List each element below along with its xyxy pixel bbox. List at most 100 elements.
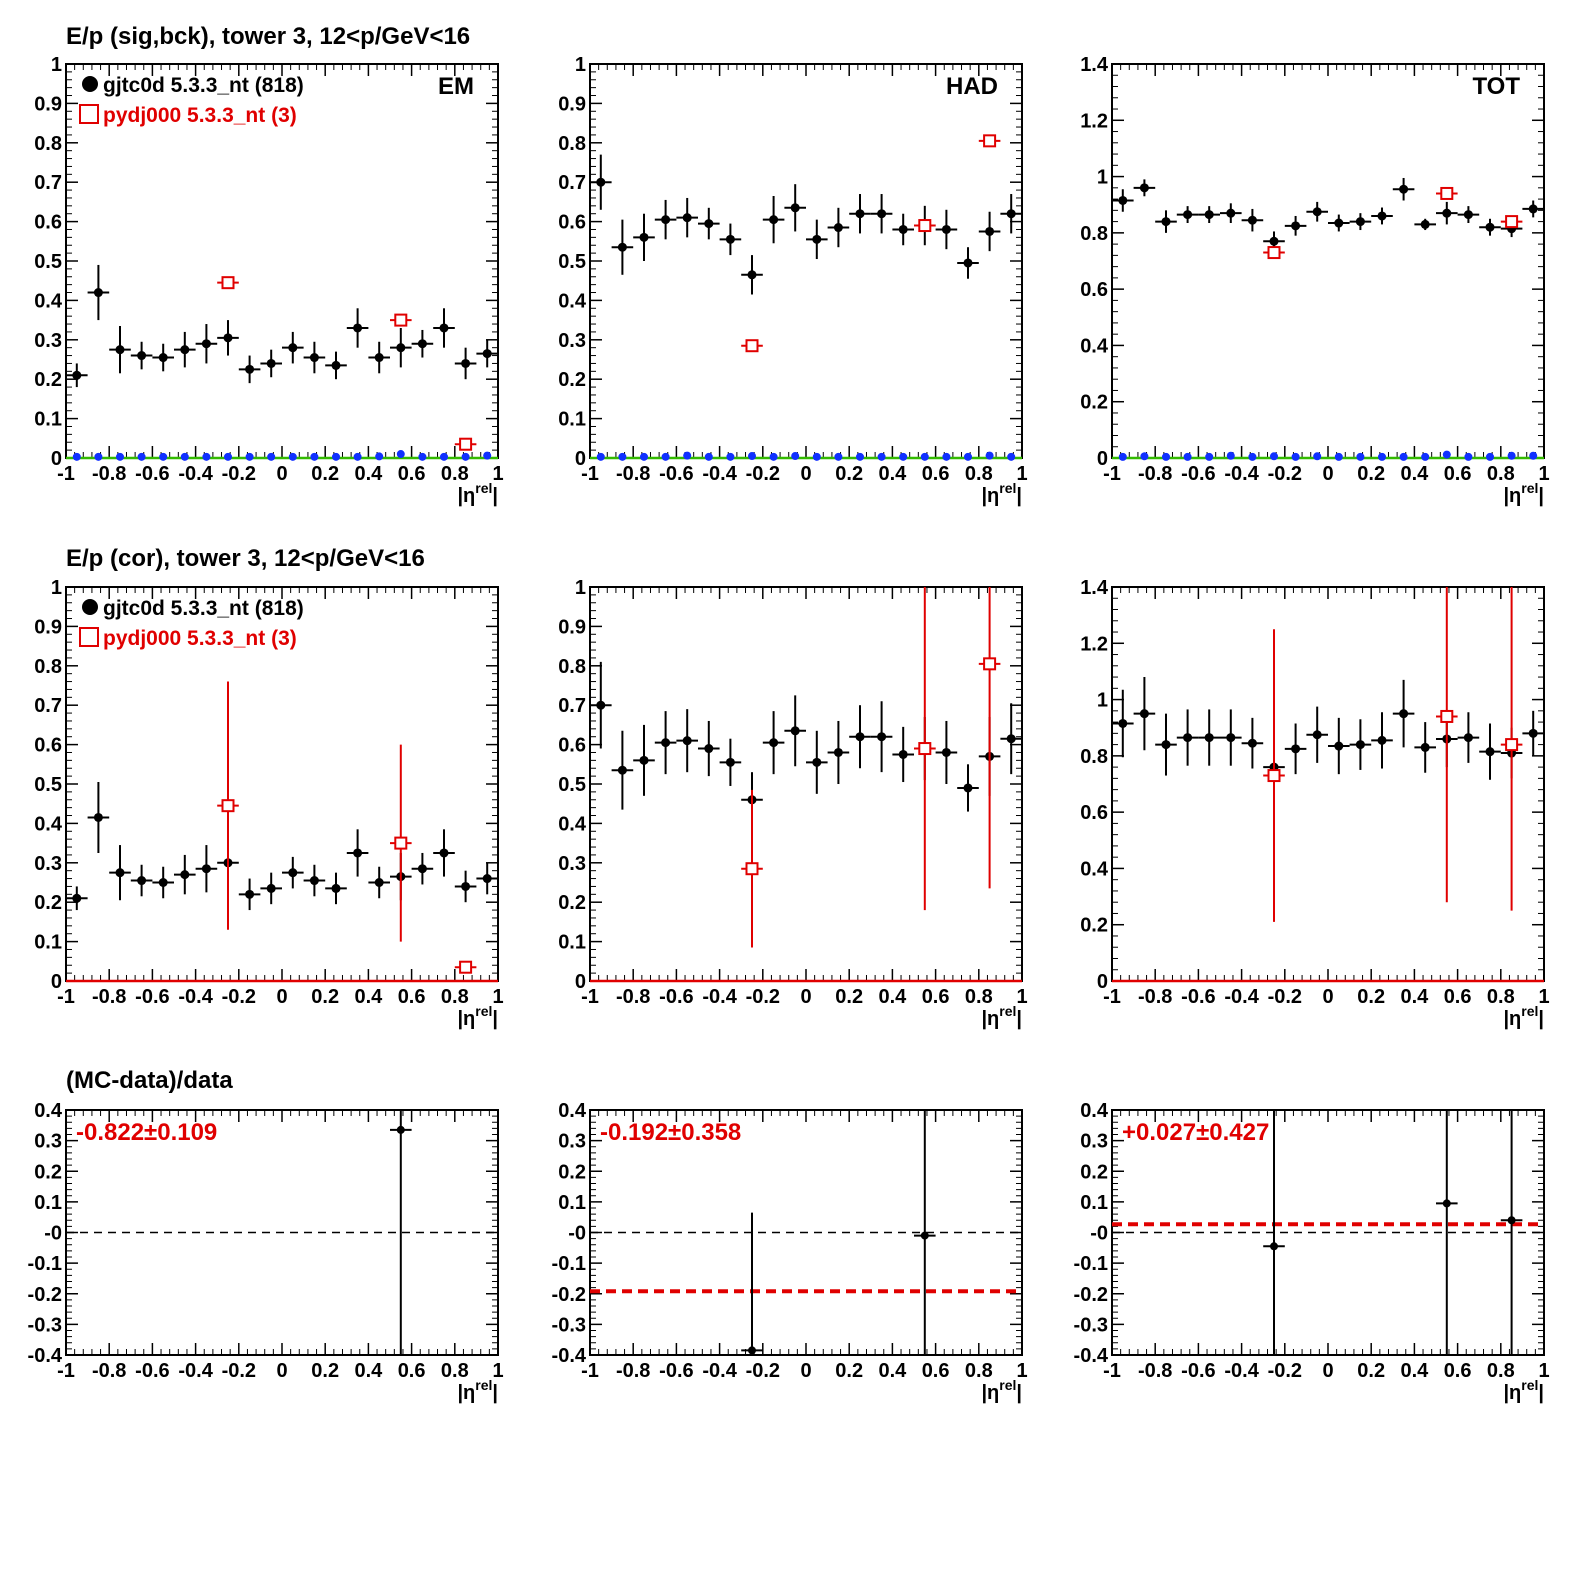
x-tick-label: 0.8 <box>1487 986 1515 1008</box>
x-tick-label: 0.6 <box>1444 986 1472 1008</box>
x-tick-label: 0.4 <box>354 463 383 485</box>
y-tick-label: 0.7 <box>558 172 586 194</box>
y-tick-label: 0.7 <box>558 695 586 717</box>
y-tick-label: 0.4 <box>1080 1100 1109 1122</box>
y-tick-label: 0 <box>575 448 586 470</box>
x-tick-label: -0.2 <box>222 986 256 1008</box>
x-tick-label: -0.2 <box>746 986 780 1008</box>
mc-point <box>1440 709 1454 723</box>
data-point <box>704 219 714 229</box>
bkg-point <box>618 452 627 461</box>
y-tick-label: 1 <box>575 54 586 76</box>
x-tick-label: -1 <box>581 1360 599 1382</box>
row-title-1: E/p (cor), tower 3, 12<p/GeV<16 <box>66 545 425 572</box>
data-point <box>1377 735 1387 745</box>
mc-point <box>394 836 408 850</box>
y-tick-label: 0.1 <box>1080 1192 1108 1214</box>
data-point <box>1485 222 1495 232</box>
y-tick-label: -0.1 <box>28 1253 62 1275</box>
data-point <box>288 343 298 353</box>
row-title-2: (MC-data)/data <box>66 1067 233 1094</box>
y-tick-label: 1 <box>1097 167 1108 189</box>
bkg-point <box>72 452 81 461</box>
y-tick-label: 1.2 <box>1080 110 1108 132</box>
plot-frame <box>589 63 1023 459</box>
data-point <box>1183 210 1193 220</box>
bkg-point <box>748 452 756 461</box>
data-point <box>1183 733 1193 743</box>
data-point <box>461 881 471 891</box>
x-tick-label: 0.6 <box>398 463 426 485</box>
mc-point <box>1505 738 1519 752</box>
bkg-point <box>245 452 254 461</box>
panels: -1 -0.8 -0.6 -0.4 -0.2 0 0.2 0.4 0.6 0.8 1 0 0.1 0.2 0… <box>28 54 1550 1404</box>
bkg-point <box>483 451 492 460</box>
x-tick-label: -0.6 <box>1181 986 1215 1008</box>
mc-point <box>221 276 235 290</box>
y-tick-label: 0.8 <box>558 656 586 678</box>
data-point <box>1355 740 1365 750</box>
x-tick-label: 0.4 <box>1400 986 1429 1008</box>
y-tick-label: -0.4 <box>552 1345 587 1367</box>
bkg-point <box>94 452 103 461</box>
data-point <box>661 215 671 225</box>
bkg-point <box>1248 452 1257 461</box>
y-tick-label: 0.1 <box>558 1192 586 1214</box>
panel-had-sig: -1 -0.8 -0.6 -0.4 -0.2 0 0.2 0.4 0.6 0.8 1 0 0.1 0.2 0… <box>558 54 1027 507</box>
data-point <box>115 868 125 878</box>
data-point <box>309 876 319 886</box>
x-tick-label: -0.2 <box>746 1360 780 1382</box>
bkg-point <box>920 452 929 461</box>
y-tick-label: 0.8 <box>34 656 62 678</box>
x-tick-label: -0.8 <box>92 463 126 485</box>
y-tick-label: 0.8 <box>558 133 586 155</box>
x-tick-label: -0.2 <box>1268 986 1302 1008</box>
data-point <box>1226 208 1236 218</box>
y-tick-label: 0.2 <box>34 892 62 914</box>
data-point <box>1118 195 1128 205</box>
bkg-point <box>1378 452 1386 461</box>
data-point <box>1485 747 1495 757</box>
data-point <box>1161 740 1171 750</box>
data-point <box>617 765 627 775</box>
x-tick-label: 1 <box>492 1360 503 1382</box>
x-tick-label: 0.6 <box>922 1360 950 1382</box>
x-tick-label: -0.6 <box>135 986 169 1008</box>
y-tick-label: 0.4 <box>1080 858 1109 880</box>
x-tick-label: -0.8 <box>92 986 126 1008</box>
bkg-point <box>1226 451 1235 460</box>
data-point <box>898 749 908 759</box>
x-tick-label: 0 <box>800 1360 811 1382</box>
y-tick-label: -0.2 <box>28 1284 62 1306</box>
y-tick-label: 0.4 <box>34 1100 63 1122</box>
data-point <box>93 812 103 822</box>
x-tick-label: -0.2 <box>222 1360 256 1382</box>
x-axis-label: |ηrel| <box>981 1377 1022 1404</box>
panel-em-ratio: -1 -0.8 -0.6 -0.4 -0.2 0 0.2 0.4 0.6 0.8 1 -0.4 -0.3… <box>28 1100 504 1404</box>
bkg-point <box>1291 452 1300 461</box>
y-tick-label: 0.2 <box>34 1161 62 1183</box>
data-point <box>963 783 973 793</box>
legend-mc-label: pydj000 5.3.3_nt (3) <box>103 627 297 650</box>
x-tick-label: 0 <box>800 463 811 485</box>
x-tick-label: -0.6 <box>135 463 169 485</box>
bkg-point <box>726 452 735 461</box>
y-tick-label: 0.5 <box>34 774 62 796</box>
bkg-point <box>1162 452 1170 461</box>
x-axis-label: |ηrel| <box>1503 1377 1544 1404</box>
data-point <box>245 889 255 899</box>
bkg-point <box>1140 452 1149 461</box>
bkg-point <box>267 452 276 461</box>
x-tick-label: -1 <box>1103 1360 1121 1382</box>
row-title-0: E/p (sig,bck), tower 3, 12<p/GeV<16 <box>66 23 470 50</box>
y-tick-label: 0.2 <box>558 369 586 391</box>
y-tick-label: -0.1 <box>552 1253 586 1275</box>
x-tick-label: -0.8 <box>616 986 650 1008</box>
bkg-point <box>661 452 670 461</box>
data-point <box>1528 728 1538 738</box>
x-tick-label: -0.6 <box>135 1360 169 1382</box>
y-tick-label: 0.6 <box>34 735 62 757</box>
y-tick-label: 1 <box>575 577 586 599</box>
bkg-point <box>1529 451 1538 460</box>
y-tick-label: 0.3 <box>34 853 62 875</box>
